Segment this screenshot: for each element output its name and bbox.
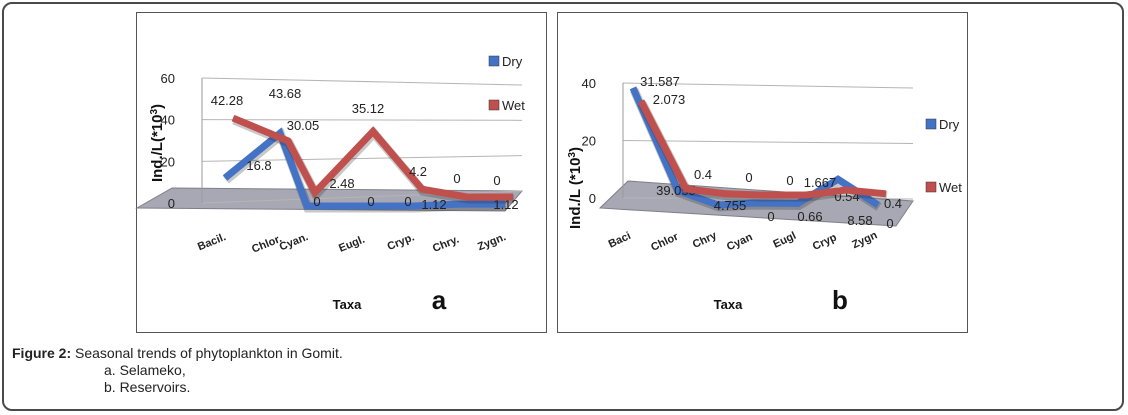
data-label-dry: 1.12 (493, 197, 518, 212)
data-label-dry: 0 (404, 194, 411, 209)
data-label-wet: 1.667 (804, 175, 837, 190)
gridline (201, 155, 523, 162)
chart-a-svg: 0 20 40 60 16.8 43.68 0 0 0 1.12 1.12 42.28 30.05 2.4… (135, 54, 525, 315)
data-label-wet: 0 (453, 171, 460, 186)
x-tick-label: Baci (607, 230, 633, 251)
data-label-dry: 43.68 (269, 86, 302, 101)
data-label-wet: 0 (786, 173, 793, 188)
data-label-dry: 0 (886, 216, 893, 231)
legend-label-wet: Wet (939, 180, 962, 195)
y-tick-label: 0 (589, 191, 596, 206)
legend-swatch-wet (488, 99, 500, 111)
series-line-dry (222, 127, 505, 210)
caption-item-b: b. Reservoirs. (104, 379, 191, 395)
data-label-wet: 30.05 (287, 118, 320, 133)
gridline (622, 140, 914, 144)
caption-item-a: a. Selameko, (104, 362, 186, 378)
y-tick-label: 20 (582, 134, 596, 149)
x-tick-label: Eugl (771, 230, 798, 251)
legend-label-dry: Dry (939, 117, 960, 132)
data-label-dry: 0.66 (797, 209, 822, 224)
series-line-dry (629, 86, 880, 209)
panel-label: a (432, 285, 447, 315)
x-axis-title: Taxa (714, 297, 743, 312)
legend-swatch-dry (488, 55, 500, 67)
series-shadow-wet (637, 100, 888, 202)
data-label-dry: 0 (367, 194, 374, 209)
legend-swatch-wet (925, 181, 937, 193)
y-tick-label: 40 (161, 113, 175, 128)
chart-panel-b: 0 20 40 39.055 4.755 0 0.66 0.54 8.58 0 31.587 2.07… (557, 12, 968, 333)
series-line-wet (231, 114, 513, 201)
y-axis-title: Ind./L(*103) (149, 104, 167, 182)
panel-label: b (832, 285, 848, 315)
x-tick-label: Chry (691, 229, 720, 251)
data-label-dry: 8.58 (847, 213, 872, 228)
y-tick-label: 60 (161, 71, 175, 86)
data-label-dry: 1.12 (421, 197, 446, 212)
y-tick-label: 40 (582, 76, 596, 91)
gridline (622, 82, 914, 89)
data-label-wet: 0 (745, 170, 752, 185)
gridline (201, 119, 523, 121)
x-tick-label: Zygn (850, 229, 879, 251)
y-tick-label: 20 (161, 154, 175, 169)
data-label-dry: 0 (767, 209, 774, 224)
data-label-wet: 4.2 (409, 164, 427, 179)
caption-prefix: Figure 2: (12, 345, 72, 361)
data-label-wet: 42.28 (211, 93, 244, 108)
data-label-dry: 4.755 (714, 198, 747, 213)
y-axis-title-end: ) (149, 104, 166, 109)
data-label-wet: 2.48 (329, 176, 354, 191)
data-label-dry: 16.8 (246, 158, 271, 173)
legend-label-dry: Dry (502, 54, 523, 69)
x-axis-title: Taxa (333, 297, 362, 312)
data-label-dry: 0 (313, 194, 320, 209)
chart-panel-a: 0 20 40 60 16.8 43.68 0 0 0 1.12 1.12 42.28 30.05 2.4… (135, 12, 547, 333)
x-tick-label: Chlor (649, 230, 681, 253)
x-tick-label: Cyan (725, 231, 755, 253)
x-tick-label: Cyan. (278, 231, 310, 253)
caption-text: Seasonal trends of phytoplankton in Gomi… (71, 345, 343, 361)
x-tick-label: Eugl. (337, 234, 366, 255)
y-axis-title-superscript: 3 (567, 152, 578, 158)
gridline (201, 190, 523, 204)
figure-caption: Figure 2: Seasonal trends of phytoplankt… (12, 345, 343, 396)
legend-swatch-dry (925, 118, 937, 130)
y-axis-title: Ind./L (*103) (567, 147, 585, 229)
y-axis-title-end: ) (567, 147, 584, 152)
data-label-wet: 0 (493, 173, 500, 188)
data-label-wet: 35.12 (352, 101, 385, 116)
x-tick-label: Chry. (431, 234, 461, 255)
x-tick-label: Cryp (811, 231, 839, 253)
gridline (201, 77, 523, 86)
data-label-wet: 0.4 (884, 196, 902, 211)
x-tick-label: Bacil. (196, 231, 228, 253)
series-line-wet (637, 99, 887, 199)
data-label-wet: 31.587 (640, 74, 680, 89)
x-tick-label: Cryp. (386, 231, 417, 253)
y-axis-title-superscript: 3 (149, 109, 160, 115)
data-label-wet: 0.4 (694, 167, 712, 182)
legend-label-wet: Wet (502, 98, 525, 113)
data-label-wet: 2.073 (653, 92, 686, 107)
x-tick-label: Zygn. (476, 231, 508, 253)
y-tick-label: 0 (168, 196, 175, 211)
